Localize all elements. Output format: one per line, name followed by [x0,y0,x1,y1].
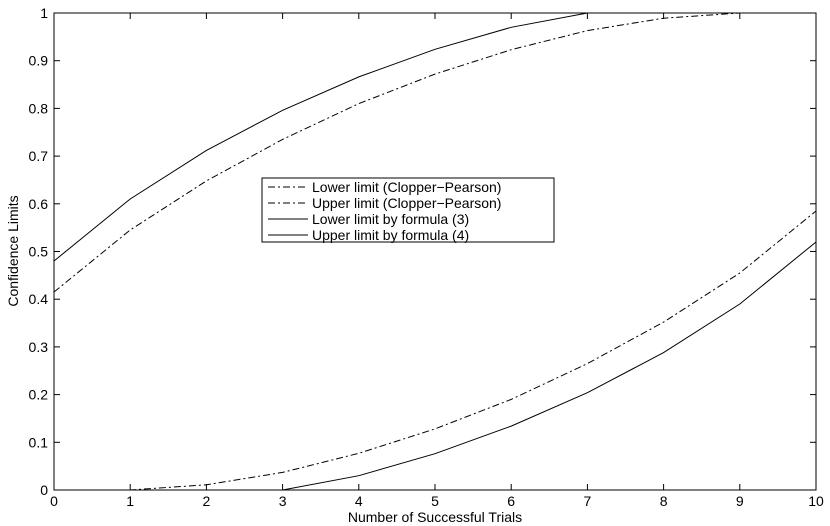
y-tick-label: 0 [40,482,48,498]
x-tick-label: 8 [660,493,668,509]
x-tick-label: 7 [584,493,592,509]
y-tick-label: 1 [40,5,48,21]
y-tick-label: 0.2 [29,387,49,403]
x-tick-label: 2 [203,493,211,509]
y-axis-label: Confidence Limits [5,195,21,306]
series-line-2 [54,241,817,491]
legend-box [261,177,555,243]
series-line-0 [54,210,817,491]
legend: Lower limit (Clopper−Pearson) Upper limi… [261,177,555,243]
legend-label-0: Lower limit (Clopper−Pearson) [312,179,501,195]
y-tick-label: 0.4 [29,291,49,307]
legend-label-1: Upper limit (Clopper−Pearson) [312,195,501,211]
y-tick-label: 0.7 [29,148,49,164]
legend-label-2: Lower limit by formula (3) [312,211,469,227]
series-lines [53,12,817,491]
x-tick-label: 9 [736,493,744,509]
series-line-3 [53,12,816,262]
x-tick-label: 6 [507,493,515,509]
series-line-1 [53,12,816,293]
y-tick-label: 0.5 [29,244,49,260]
x-tick-label: 1 [126,493,134,509]
y-tick-label: 0.3 [29,339,49,355]
y-axis-ticks: 0 0.1 0.2 0.3 0.4 0.5 0.6 0.7 0.8 0.9 1 [29,5,816,498]
plot-area [53,12,817,491]
y-tick-label: 0.8 [29,100,49,116]
x-tick-label: 3 [279,493,287,509]
y-tick-label: 0.1 [29,434,49,450]
y-tick-label: 0.6 [29,196,49,212]
x-tick-label: 0 [50,493,58,509]
x-tick-label: 4 [355,493,363,509]
x-axis-label: Number of Successful Trials [348,509,522,525]
x-tick-label: 10 [808,493,824,509]
legend-label-3: Upper limit by formula (4) [312,227,469,243]
x-tick-label: 5 [431,493,439,509]
y-tick-label: 0.9 [29,53,49,69]
x-axis-ticks: 0 1 2 3 4 5 6 7 8 9 10 [50,13,824,509]
